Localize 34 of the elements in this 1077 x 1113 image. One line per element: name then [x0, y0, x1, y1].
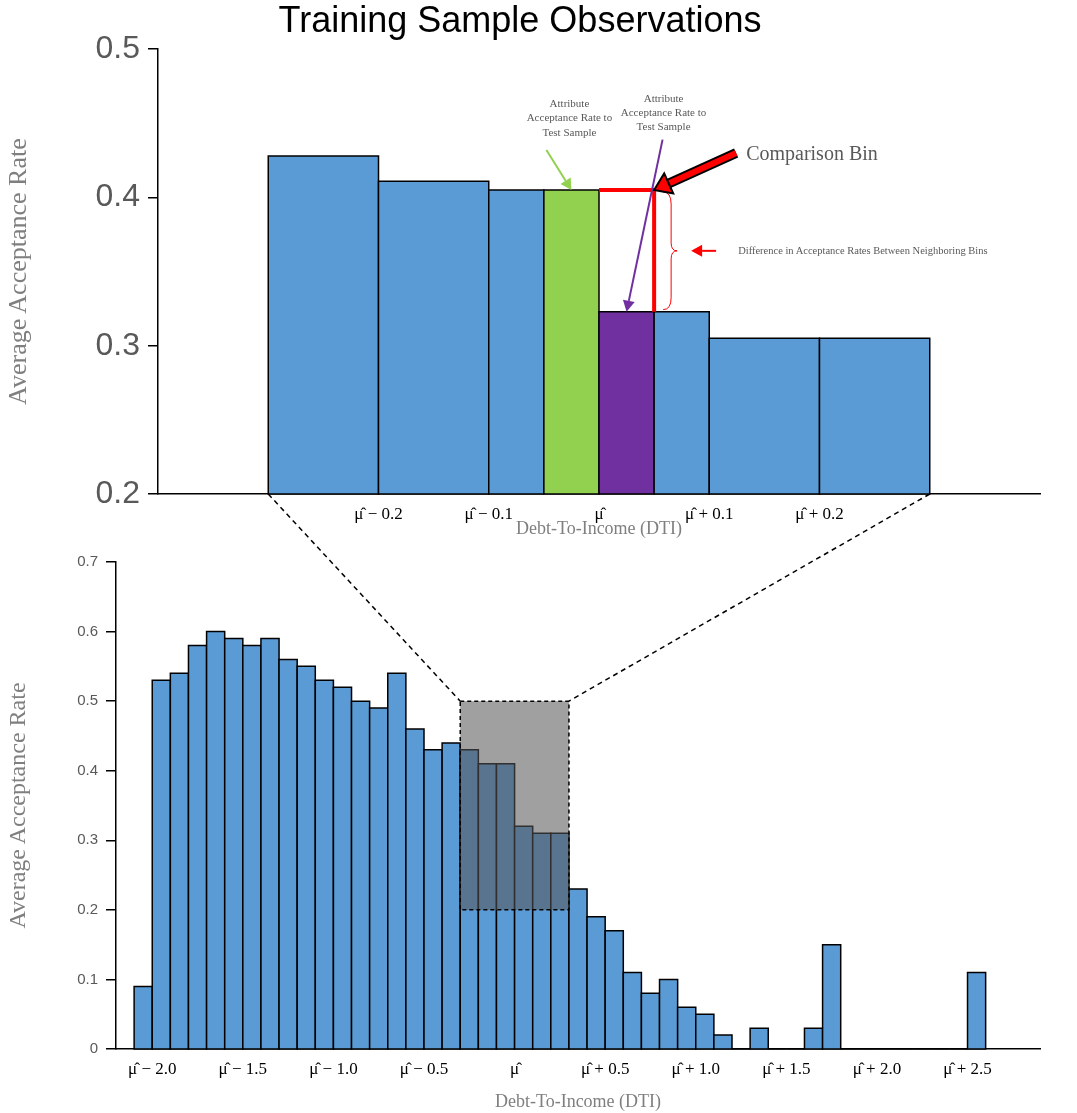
x-tick-label: μ̂ + 0.1: [685, 503, 734, 523]
y-axis-title: Average Acceptance Rate: [3, 138, 33, 405]
y-tick-label: 0.1: [77, 969, 98, 987]
x-tick-label: μ̂ + 0.2: [795, 503, 844, 523]
x-tick-label: μ̂ + 2.0: [852, 1058, 902, 1078]
x-tick-label: μ̂ − 1.5: [218, 1058, 268, 1078]
x-tick-label: μ̂ + 2.5: [943, 1058, 992, 1078]
y-tick-label: 0.4: [77, 760, 98, 778]
y-tick-label: 0.3: [77, 830, 98, 848]
annotation: Attribute Acceptance Rate to Test Sample: [525, 95, 614, 139]
x-tick-label: μ̂ − 0.1: [464, 503, 513, 523]
annotation: Comparison Bin: [746, 141, 879, 167]
x-tick-label: μ̂ − 2.0: [128, 1058, 177, 1078]
x-tick-label: μ̂ + 0.5: [580, 1058, 630, 1078]
x-tick-label: μ̂: [510, 1058, 523, 1078]
y-axis-title: Average Acceptance Rate: [3, 682, 30, 929]
x-tick-label: μ̂ − 1.0: [309, 1058, 358, 1078]
y-tick-label: 0.2: [95, 473, 140, 510]
annotation: Difference in Acceptance Rates Between Neighboring Bins: [738, 244, 989, 258]
chart-title: Training Sample Observations: [278, 0, 762, 40]
annotation: Attribute Acceptance Rate to Test Sample: [619, 90, 708, 134]
x-axis-title: Debt-To-Income (DTI): [494, 1090, 662, 1112]
x-tick-label: μ̂ − 0.5: [399, 1058, 449, 1078]
y-tick-label: 0.3: [95, 325, 140, 362]
y-tick-label: 0.7: [77, 552, 98, 570]
y-tick-label: 0.5: [95, 29, 140, 66]
x-tick-label: μ̂ − 0.2: [354, 503, 403, 523]
x-tick-label: μ̂ + 1.0: [671, 1058, 720, 1078]
y-tick-label: 0.6: [77, 621, 98, 639]
x-tick-label: μ̂ + 1.5: [762, 1058, 811, 1078]
y-tick-label: 0.2: [77, 900, 98, 917]
y-tick-label: 0.4: [95, 177, 140, 214]
y-tick-label: 0.5: [77, 691, 98, 709]
y-tick-label: 0: [89, 1039, 98, 1057]
